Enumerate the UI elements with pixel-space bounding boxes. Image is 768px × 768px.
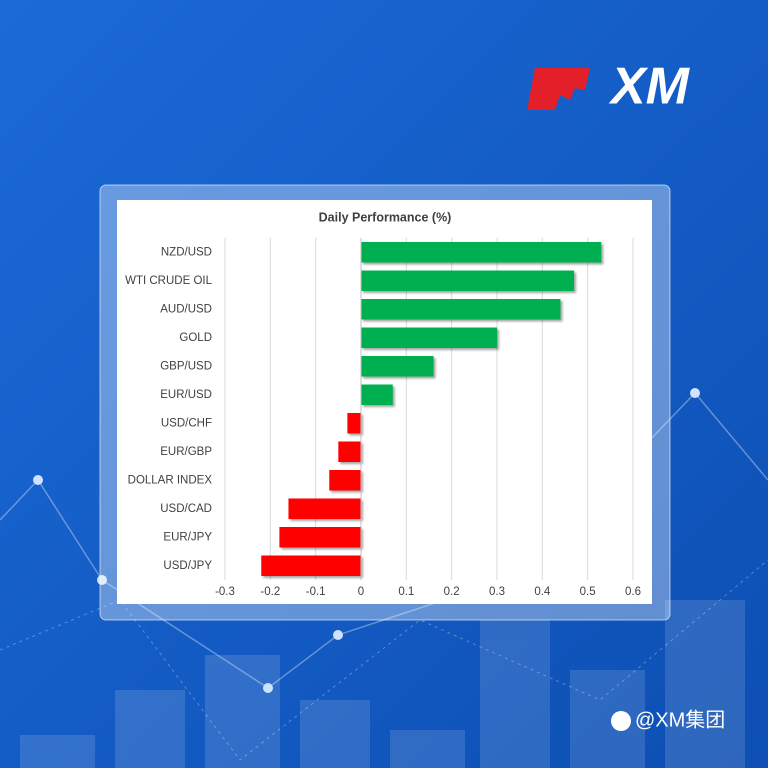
logo-mark <box>527 68 590 110</box>
y-tick-label: EUR/JPY <box>163 531 212 543</box>
y-tick-label: NZD/USD <box>161 246 212 258</box>
y-tick-label: USD/JPY <box>163 560 212 572</box>
y-tick-label: USD/CAD <box>160 503 212 515</box>
watermark-icon <box>611 711 631 731</box>
bar <box>288 498 361 520</box>
y-tick-label: USD/CHF <box>161 417 212 429</box>
x-tick-label: 0.2 <box>444 586 460 598</box>
logo: XM <box>527 58 691 116</box>
bar <box>329 469 361 491</box>
x-tick-label: -0.2 <box>260 586 280 598</box>
bar <box>347 412 361 434</box>
x-tick-label: 0 <box>358 586 364 598</box>
x-tick-label: 0.5 <box>580 586 596 598</box>
y-tick-label: WTI CRUDE OIL <box>125 275 212 287</box>
bar <box>279 526 361 548</box>
y-tick-label: EUR/GBP <box>160 446 212 458</box>
bar <box>361 384 393 406</box>
y-tick-label: DOLLAR INDEX <box>128 474 213 486</box>
bar <box>338 441 361 463</box>
plot: -0.3 -0.2 -0.1 0 0.1 0.2 0.3 0.4 0.5 0.6 NZD/USD WT… <box>125 238 641 598</box>
bar <box>261 555 361 577</box>
logo-text: XM <box>608 58 691 116</box>
x-tick-label: -0.3 <box>215 586 235 598</box>
watermark: @XM集团 <box>611 708 725 731</box>
x-tick-label: 0.4 <box>534 586 551 598</box>
x-tick-label: 0.3 <box>489 586 505 598</box>
decor-columns <box>20 600 745 768</box>
y-tick-label: EUR/USD <box>160 389 212 401</box>
bar <box>361 327 497 349</box>
bar <box>361 298 561 320</box>
bar <box>361 241 602 263</box>
bar <box>361 270 575 292</box>
decor-line <box>0 391 768 689</box>
y-tick-label: GBP/USD <box>160 360 212 372</box>
bar <box>361 355 434 377</box>
x-tick-label: 0.1 <box>398 586 414 598</box>
x-tick-label: 0.6 <box>625 586 641 598</box>
decor-dashed <box>0 559 768 761</box>
y-tick-label: AUD/USD <box>160 303 212 315</box>
x-tick-label: -0.1 <box>306 586 326 598</box>
watermark-text: @XM集团 <box>635 708 725 731</box>
chart-title: Daily Performance (%) <box>319 210 452 224</box>
y-tick-label: GOLD <box>179 332 212 344</box>
